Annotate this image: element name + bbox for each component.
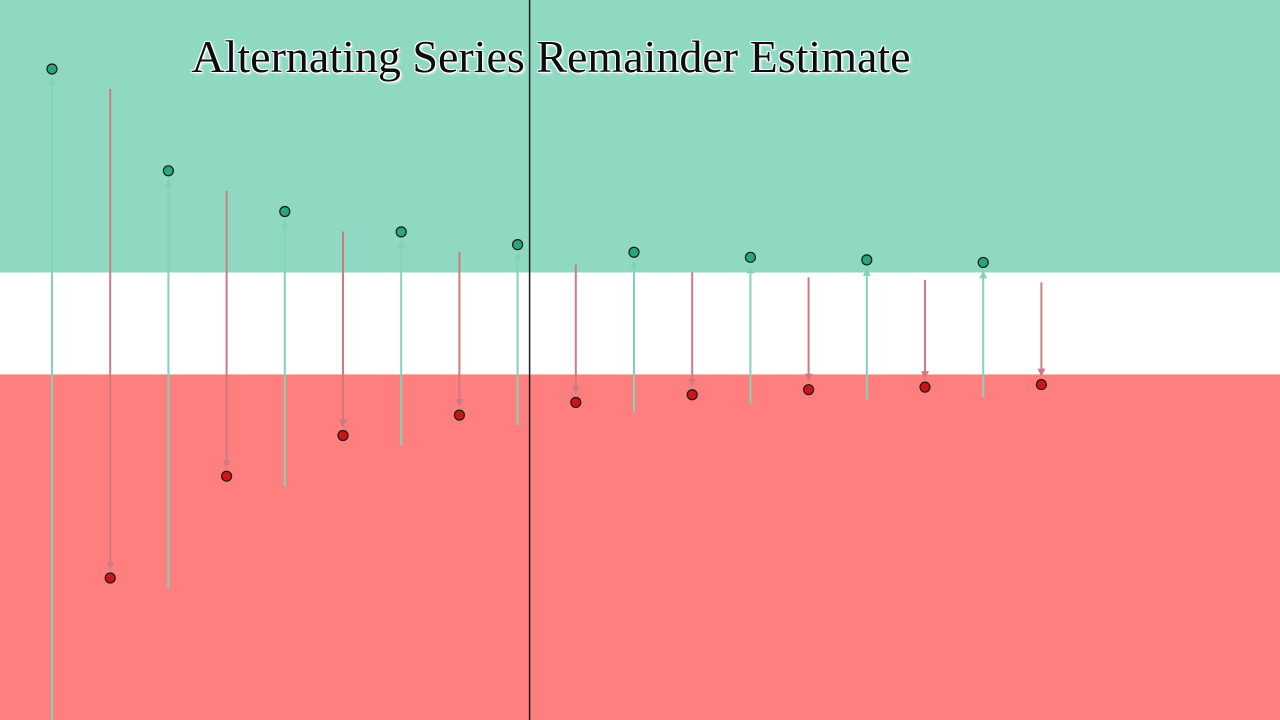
lower-partial-sum-point (221, 470, 233, 482)
upper-partial-sum-point (162, 165, 174, 177)
lower-partial-sum-point (802, 384, 815, 396)
lower-partial-sum-point (919, 381, 931, 393)
upper-partial-sum-point (395, 226, 407, 238)
lower-partial-sum-point (453, 409, 465, 421)
upper-partial-sum-point (977, 256, 989, 269)
upper-partial-sum-point (744, 251, 757, 263)
upper-region (0, 0, 1280, 273)
upper-partial-sum-point (46, 63, 58, 75)
lower-partial-sum-point (570, 396, 582, 408)
diagram-title: Alternating Series Remainder Estimate (191, 31, 911, 82)
middle-region (0, 272, 1280, 375)
lower-partial-sum-point (1035, 378, 1048, 391)
lower-region (0, 374, 1280, 720)
upper-partial-sum-point (279, 205, 291, 218)
lower-partial-sum-point (337, 429, 349, 442)
partial-sum-points (46, 63, 1048, 584)
upper-partial-sum-point (861, 254, 873, 266)
upper-partial-sum-point (511, 239, 524, 251)
upper-partial-sum-point (628, 246, 640, 258)
step-arrows (48, 77, 1046, 720)
lower-partial-sum-point (686, 389, 698, 401)
lower-partial-sum-point (104, 572, 116, 584)
